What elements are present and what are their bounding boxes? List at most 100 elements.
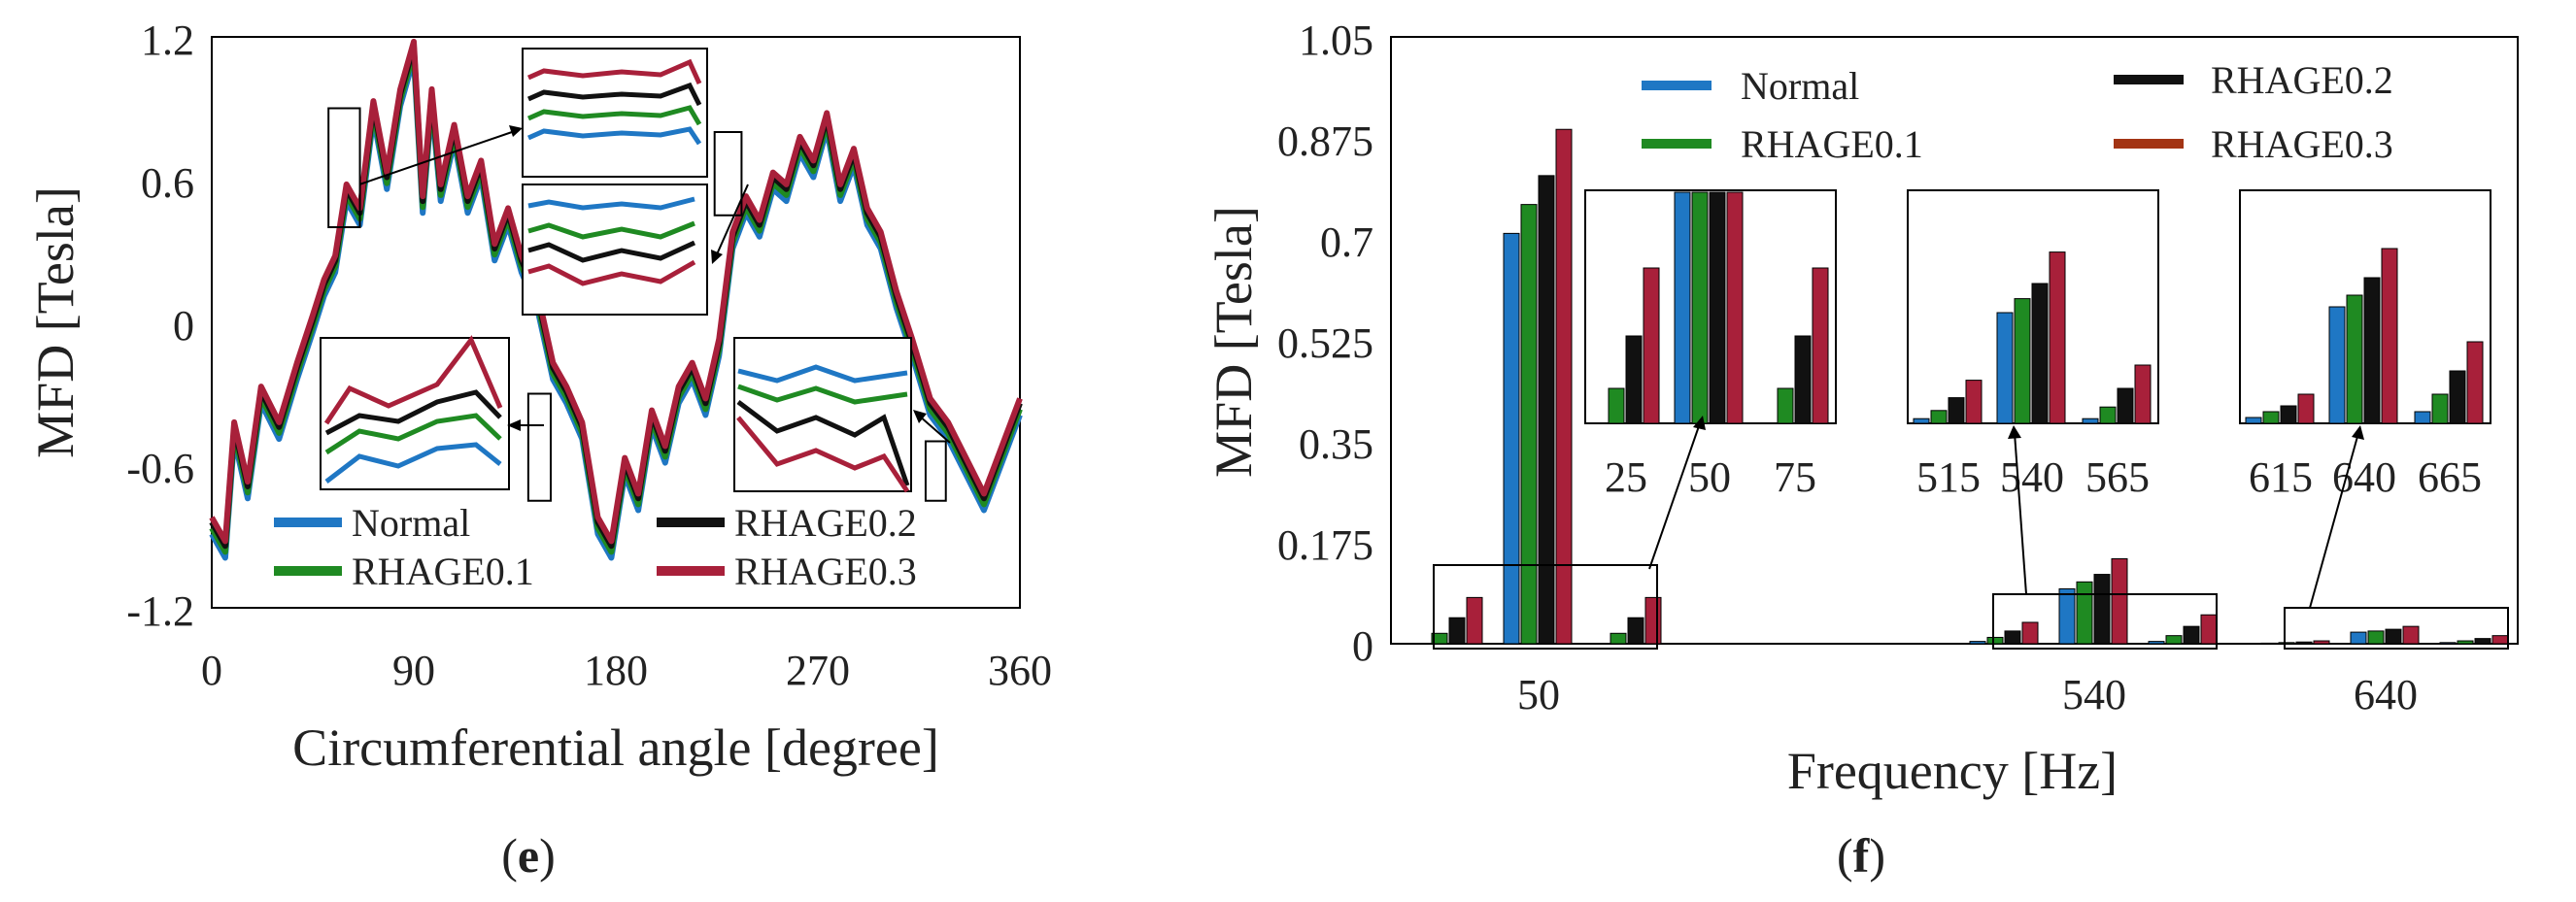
f-inset-tick-label: 615: [2249, 453, 2313, 501]
panel-e: 1.2 0.6 0 -0.6 -1.2 0 90 180 270 360 Cir…: [26, 17, 1052, 883]
e-xtick-label: 90: [392, 647, 435, 694]
f-zoom-region: [1433, 564, 1658, 650]
f-arrowhead: [2352, 425, 2364, 440]
f-bar-sideband: [1969, 641, 1986, 645]
f-inset-bar: [1726, 191, 1744, 424]
f-ytick-label: 0.35: [1299, 420, 1373, 468]
f-inset-bar: [2280, 405, 2297, 424]
f-inset-bar: [1691, 191, 1709, 424]
e-x-ticks: 0 90 180 270 360: [201, 647, 1052, 694]
e-inset-line-r03: [323, 335, 503, 425]
f-legend-label: RHAGE0.3: [2211, 122, 2393, 166]
f-ytick-label: 0.7: [1320, 218, 1373, 266]
e-arrowhead: [711, 250, 723, 264]
e-inset-line-normal: [324, 442, 502, 484]
e-inset-line-normal: [527, 196, 695, 211]
e-inset-line-r01: [737, 384, 908, 405]
f-legend-label: Normal: [1741, 64, 1859, 108]
f-ytick-label: 0: [1352, 622, 1373, 670]
f-inset-bar: [1996, 312, 2014, 424]
panel-e-caption: (e): [501, 828, 556, 883]
f-inset-bar: [2297, 393, 2315, 424]
f-y-ticks: 1.05 0.875 0.7 0.525 0.35 0.175 0: [1277, 17, 1373, 670]
f-inset-tick-label: 75: [1774, 453, 1816, 501]
f-bar-sideband: [2295, 641, 2313, 645]
f-inset-tick-label: 25: [1605, 453, 1647, 501]
f-inset-tick-label: 640: [2332, 453, 2396, 501]
f-inset-bar: [1913, 418, 1930, 424]
f-bar-sideband: [2278, 642, 2295, 645]
plot-e-frame: [211, 36, 1021, 609]
plot-f-frame: [1390, 36, 2519, 645]
f-xtick-label: 640: [2354, 671, 2418, 718]
f-bar-sideband: [1644, 596, 1662, 645]
e-arrowhead: [913, 410, 927, 423]
e-inset-line-r02: [526, 82, 702, 107]
f-inset-bar: [2031, 283, 2049, 424]
f-bar-main: [2367, 630, 2385, 645]
panel-e-letter: e: [518, 828, 539, 883]
e-highlight-box: [713, 131, 743, 217]
f-x-axis-label: Frequency [Hz]: [1787, 742, 2118, 800]
f-inset-bar: [1608, 387, 1625, 424]
f-bar-sideband: [2260, 642, 2278, 645]
f-inset-tick-label: 540: [2000, 453, 2064, 501]
f-inset-bar: [1794, 335, 1812, 424]
f-bar-sideband: [1986, 636, 2004, 645]
f-inset-bar: [2346, 294, 2363, 424]
f-legend-label: RHAGE0.2: [2211, 58, 2393, 102]
f-y-axis-label: MFD [Tesla]: [1204, 206, 1263, 478]
f-inset-bar: [1643, 267, 1660, 424]
e-y-ticks: 1.2 0.6 0 -0.6 -1.2: [126, 17, 194, 635]
f-inset-bar: [1777, 387, 1794, 424]
f-bar-sideband: [2183, 625, 2200, 645]
f-inset-bar: [1930, 410, 1948, 424]
e-highlight-box: [924, 440, 947, 502]
e-arrowhead: [507, 419, 521, 431]
panel-f: 1.05 0.875 0.7 0.525 0.35 0.175 0 50 540…: [1204, 17, 2519, 883]
f-bar-main: [2402, 625, 2420, 645]
f-bar-main: [1520, 204, 1538, 645]
f-inset-bar: [1625, 335, 1643, 424]
f-bar-main: [2385, 628, 2402, 645]
f-bar-main: [2076, 581, 2093, 645]
f-inset-bar: [2431, 393, 2449, 424]
e-ytick-label: 0.6: [141, 159, 194, 207]
e-inset-line-r02: [324, 389, 502, 436]
f-inset-bar: [2262, 411, 2280, 424]
e-ytick-label: -0.6: [126, 445, 194, 492]
f-inset-bar: [2466, 341, 2484, 424]
f-inset-bar: [1812, 267, 1829, 424]
e-inset-line-normal: [526, 126, 702, 146]
e-inset-line-r03: [736, 416, 910, 493]
f-bar-main: [2111, 558, 2128, 645]
f-bar-sideband: [2474, 638, 2491, 645]
f-bar-sideband: [1610, 632, 1627, 645]
f-ytick-label: 0.525: [1277, 319, 1373, 367]
e-highlight-regions: [327, 107, 947, 502]
e-inset-line-r01: [527, 220, 695, 240]
f-bar-sideband: [2165, 635, 2183, 645]
f-inset-tick-label: 565: [2085, 453, 2150, 501]
e-xtick-label: 270: [786, 647, 850, 694]
f-legend-label: RHAGE0.1: [1741, 122, 1923, 166]
e-legend-label: RHAGE0.3: [734, 550, 917, 593]
e-zoom-insets: [320, 48, 912, 493]
e-arrow: [716, 184, 749, 255]
f-legend: Normal RHAGE0.1 RHAGE0.2 RHAGE0.3: [1642, 58, 2393, 166]
e-inset-line-r03: [526, 58, 702, 85]
e-arrowhead: [509, 125, 523, 137]
f-arrowhead: [2008, 425, 2021, 439]
f-bar-sideband: [1448, 617, 1466, 645]
f-bar-sideband: [2148, 641, 2165, 645]
f-insets: 25 50 75 515 540 565 615 640 665: [1584, 189, 2491, 501]
e-ytick-label: 1.2: [141, 17, 194, 64]
f-zoom-region: [2284, 607, 2509, 650]
f-bar-sideband: [1627, 617, 1644, 645]
panel-f-letter: f: [1853, 828, 1871, 883]
f-ytick-label: 0.175: [1277, 521, 1373, 569]
panel-f-caption: (f): [1837, 828, 1885, 883]
f-inset-bar: [2049, 251, 2066, 424]
e-xtick-label: 180: [584, 647, 648, 694]
f-inset-tick-label: 50: [1688, 453, 1731, 501]
